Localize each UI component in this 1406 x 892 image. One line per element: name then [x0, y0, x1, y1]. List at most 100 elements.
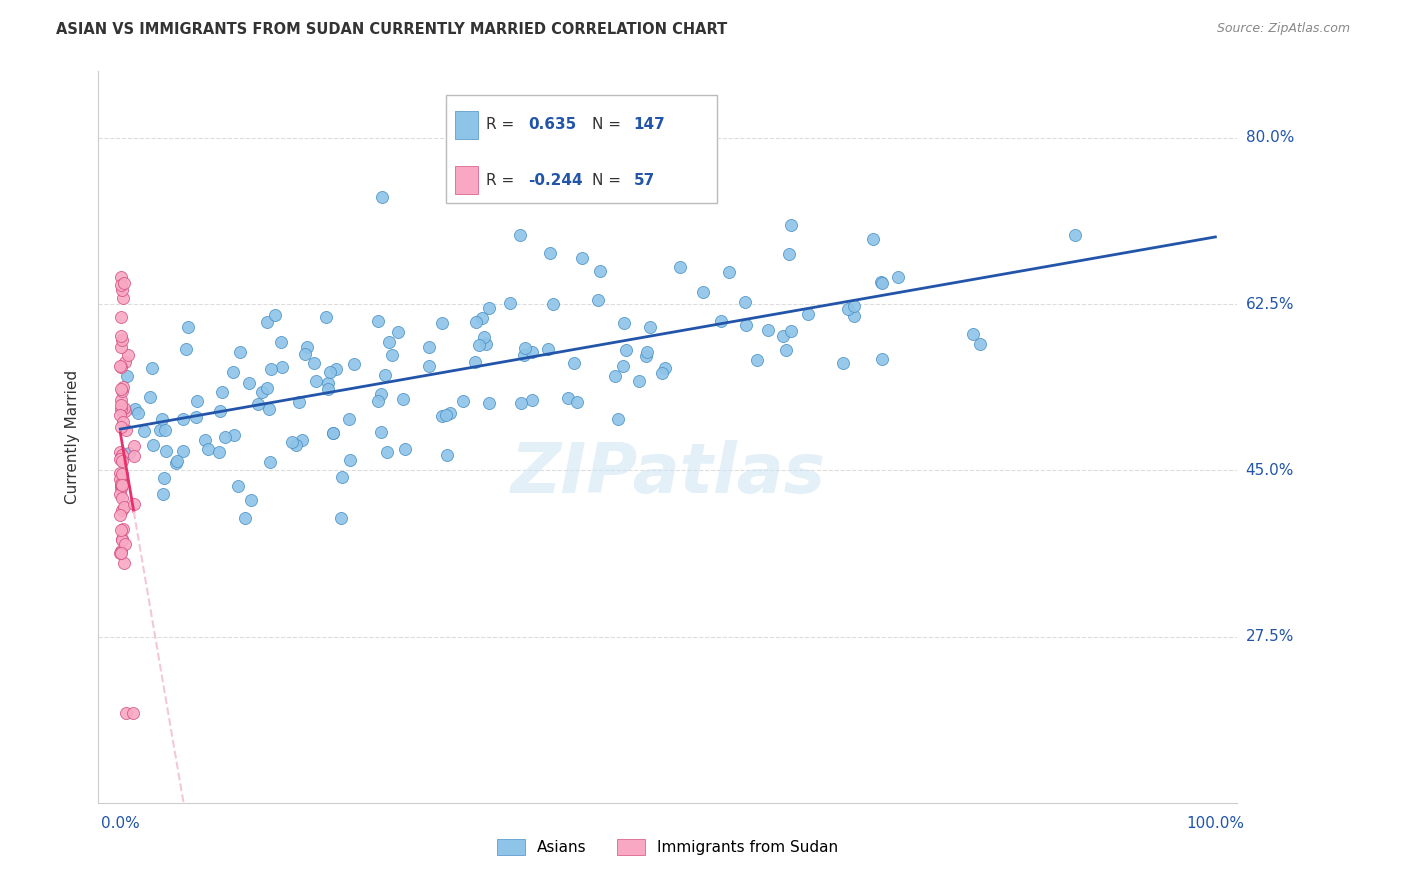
Text: 80.0%: 80.0% — [1246, 130, 1294, 145]
Point — [114, 537, 136, 551]
Point — [155, 443, 177, 458]
Point — [478, 301, 501, 316]
Point — [316, 382, 339, 396]
Point — [194, 433, 217, 447]
Point — [537, 343, 560, 357]
Point — [165, 456, 187, 470]
Point — [172, 412, 194, 426]
Point — [256, 315, 278, 329]
Text: Source: ZipAtlas.com: Source: ZipAtlas.com — [1216, 22, 1350, 36]
Point — [745, 353, 768, 368]
Point — [111, 380, 134, 394]
Point — [837, 301, 859, 316]
Point — [281, 434, 304, 449]
Point — [430, 317, 453, 331]
Point — [111, 384, 134, 399]
Point — [651, 366, 673, 380]
Point — [464, 355, 486, 369]
Point — [112, 522, 135, 536]
Text: N =: N = — [592, 117, 620, 132]
Point — [111, 333, 134, 347]
Point — [291, 434, 314, 448]
Point — [322, 426, 344, 441]
Point — [315, 310, 337, 324]
Point — [110, 393, 132, 408]
Point — [844, 299, 866, 313]
Point — [149, 423, 172, 437]
Point — [778, 247, 800, 261]
Point — [124, 401, 146, 416]
Point — [184, 409, 207, 424]
Point — [114, 706, 136, 720]
Point — [374, 368, 396, 382]
Point — [418, 359, 440, 373]
Point — [541, 297, 564, 311]
Point — [567, 394, 589, 409]
Point — [127, 406, 149, 420]
Point — [337, 411, 360, 425]
Text: 0.635: 0.635 — [527, 117, 576, 132]
Point — [110, 546, 132, 560]
FancyBboxPatch shape — [456, 167, 478, 194]
Point — [229, 344, 252, 359]
Point — [110, 408, 132, 422]
Point — [692, 285, 714, 299]
Point — [654, 361, 676, 376]
Point — [831, 355, 853, 369]
Point — [110, 470, 132, 484]
Point — [468, 338, 491, 352]
Point — [122, 439, 145, 453]
Point — [370, 425, 392, 440]
Point — [111, 283, 134, 297]
Point — [111, 292, 134, 306]
Point — [110, 478, 132, 492]
Point — [110, 544, 132, 558]
Point — [562, 356, 585, 370]
Point — [772, 329, 794, 343]
Point — [111, 491, 134, 505]
Point — [110, 533, 132, 548]
Point — [371, 190, 394, 204]
Point — [172, 444, 194, 458]
Point — [112, 500, 135, 515]
Point — [520, 393, 543, 408]
Point — [271, 359, 294, 374]
Point — [367, 314, 389, 328]
Point — [499, 296, 522, 310]
Text: 57: 57 — [634, 173, 655, 188]
Point — [110, 310, 132, 324]
Point — [718, 265, 741, 279]
Point — [339, 453, 361, 467]
Point — [969, 336, 991, 351]
Point — [478, 396, 501, 410]
Point — [110, 487, 132, 501]
Point — [509, 227, 531, 242]
Point — [775, 343, 797, 358]
Text: 100.0%: 100.0% — [1187, 816, 1244, 830]
Point — [342, 357, 364, 371]
Text: ZIPatlas: ZIPatlas — [510, 440, 825, 508]
Point — [112, 556, 135, 570]
Point — [284, 438, 307, 452]
Point — [132, 424, 155, 438]
Text: ASIAN VS IMMIGRANTS FROM SUDAN CURRENTLY MARRIED CORRELATION CHART: ASIAN VS IMMIGRANTS FROM SUDAN CURRENTLY… — [56, 22, 727, 37]
Point — [780, 218, 803, 232]
Point — [418, 340, 440, 354]
Point — [628, 374, 651, 388]
Point — [197, 442, 219, 456]
Point — [381, 348, 404, 362]
Point — [472, 330, 495, 344]
Point — [117, 348, 139, 362]
Point — [122, 497, 145, 511]
Point — [209, 404, 232, 418]
Point — [139, 390, 162, 404]
Point — [111, 503, 134, 517]
Point — [779, 324, 801, 338]
Point — [319, 365, 342, 379]
Point — [870, 276, 893, 290]
Text: -0.244: -0.244 — [527, 173, 582, 188]
Point — [434, 408, 457, 422]
Point — [638, 320, 661, 334]
Point — [110, 359, 132, 373]
Point — [316, 376, 339, 391]
